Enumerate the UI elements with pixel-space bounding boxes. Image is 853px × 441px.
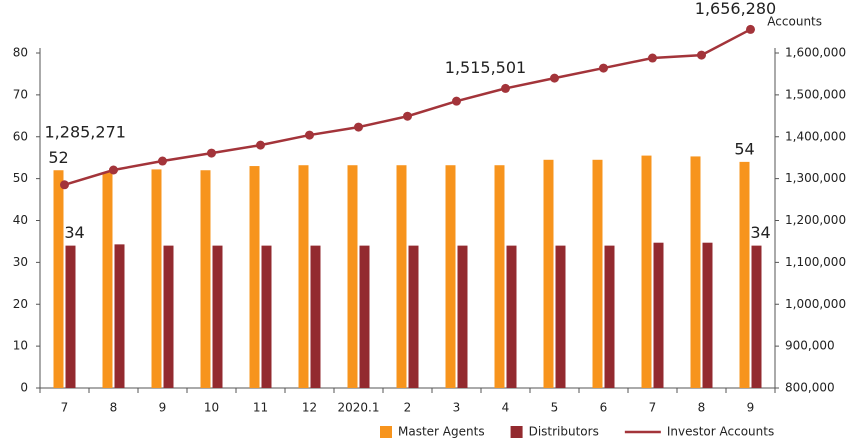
bar: [457, 245, 468, 388]
data-label: 1,515,501: [445, 58, 526, 77]
data-label: 34: [750, 223, 770, 242]
bar: [702, 242, 713, 388]
point: [60, 180, 69, 190]
y2-axis-label: Accounts: [767, 15, 822, 29]
bar: [249, 166, 260, 388]
y-tick-label: 50: [13, 171, 28, 185]
bar: [347, 165, 358, 388]
point: [550, 73, 559, 83]
point: [305, 130, 314, 140]
bar: [298, 165, 309, 388]
x-tick-label: 2020.1: [338, 401, 380, 415]
bar: [151, 169, 162, 388]
data-label: 1,656,280: [695, 0, 776, 18]
legend-swatch: [380, 426, 392, 438]
bar: [408, 245, 419, 388]
bar: [653, 242, 664, 388]
bar: [396, 165, 407, 388]
point: [648, 53, 657, 63]
bar: [506, 245, 517, 388]
legend-label: Distributors: [529, 425, 599, 439]
point: [403, 111, 412, 121]
legend-label: Master Agents: [398, 425, 485, 439]
point: [158, 156, 167, 166]
bar: [751, 245, 762, 388]
point: [501, 83, 510, 93]
bar: [543, 159, 554, 388]
x-tick-label: 8: [698, 401, 706, 415]
x-tick-label: 6: [600, 401, 608, 415]
y2-tick-label: 1,200,000: [785, 213, 846, 227]
y-tick-label: 0: [20, 381, 28, 395]
y-tick-label: 20: [13, 297, 28, 311]
bar: [641, 155, 652, 388]
point: [599, 63, 608, 73]
bar: [592, 159, 603, 388]
bar: [555, 245, 566, 388]
bar: [739, 161, 750, 388]
bar: [163, 245, 174, 388]
bar: [261, 245, 272, 388]
x-tick-label: 4: [502, 401, 510, 415]
x-tick-label: 12: [302, 401, 317, 415]
legend-label: Investor Accounts: [667, 425, 774, 439]
bar: [102, 172, 113, 388]
point: [354, 122, 363, 132]
bar: [494, 165, 505, 388]
y-tick-label: 10: [13, 339, 28, 353]
point: [452, 96, 461, 106]
y2-tick-label: 1,400,000: [785, 129, 846, 143]
y2-tick-label: 1,000,000: [785, 297, 846, 311]
point: [697, 50, 706, 60]
x-tick-label: 9: [159, 401, 167, 415]
bar: [690, 156, 701, 388]
bar: [53, 170, 64, 388]
x-tick-label: 7: [649, 401, 657, 415]
x-tick-label: 2: [404, 401, 412, 415]
x-tick-label: 7: [61, 401, 69, 415]
data-label: 34: [64, 223, 84, 242]
x-tick-label: 9: [747, 401, 755, 415]
y2-tick-label: 1,100,000: [785, 255, 846, 269]
bar: [200, 170, 211, 388]
x-tick-label: 10: [204, 401, 219, 415]
y-tick-label: 60: [13, 129, 28, 143]
bar: [212, 245, 223, 388]
data-label: 1,285,271: [45, 122, 126, 141]
x-tick-label: 8: [110, 401, 118, 415]
bar: [359, 245, 370, 388]
bar: [604, 245, 615, 388]
point: [746, 24, 755, 34]
point: [109, 165, 118, 175]
y2-tick-label: 1,600,000: [785, 46, 846, 60]
bar: [114, 244, 125, 388]
x-tick-label: 11: [253, 401, 268, 415]
y-tick-label: 80: [13, 46, 28, 60]
y-tick-label: 70: [13, 87, 28, 101]
x-tick-label: 3: [453, 401, 461, 415]
y2-tick-label: 900,000: [785, 339, 835, 353]
data-label: 54: [734, 139, 754, 158]
bar: [310, 245, 321, 388]
legend-swatch: [510, 426, 523, 438]
y2-tick-label: 800,000: [785, 381, 835, 395]
point: [207, 148, 216, 158]
y2-tick-label: 1,300,000: [785, 171, 846, 185]
y-tick-label: 30: [13, 255, 28, 269]
y-tick-label: 40: [13, 213, 28, 227]
bar: [445, 165, 456, 388]
x-tick-label: 5: [551, 401, 559, 415]
point: [256, 140, 265, 150]
y2-tick-label: 1,500,000: [785, 87, 846, 101]
bar: [65, 245, 76, 388]
data-label: 52: [48, 148, 68, 167]
